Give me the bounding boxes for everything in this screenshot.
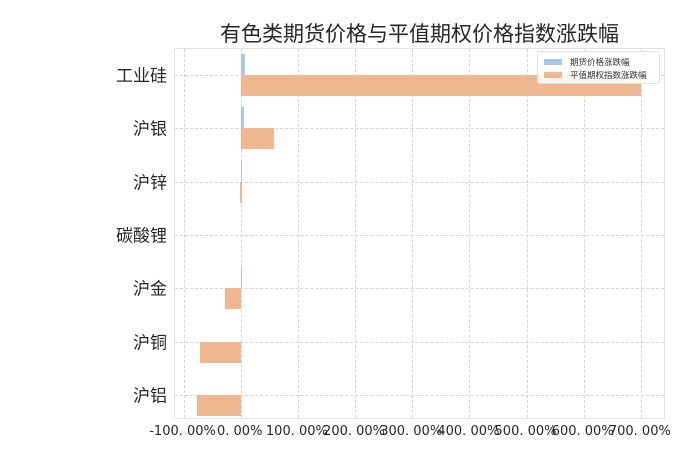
option-bar (224, 288, 241, 310)
legend-label-options: 平值期权指数涨跌幅 (570, 71, 647, 81)
legend-item-options: 平值期权指数涨跌幅 (544, 69, 647, 81)
y-tick-label: 沪铝 (133, 386, 167, 407)
legend: 期货价格涨跌幅 平值期权指数涨跌幅 (537, 51, 660, 84)
vertical-gridline (183, 49, 185, 418)
y-tick-label: 碳酸锂 (116, 226, 167, 247)
futures-bar (240, 160, 243, 182)
vertical-gridline (469, 49, 471, 418)
option-bar (197, 394, 241, 416)
option-bar (240, 181, 242, 203)
futures-bar (240, 267, 243, 289)
vertical-gridline (355, 49, 357, 418)
x-tick-label: 500. 00% (494, 424, 557, 439)
x-tick-label: 0. 00% (217, 424, 263, 439)
vertical-gridline (583, 49, 585, 418)
horizontal-gridline (175, 341, 664, 343)
option-bar (240, 128, 274, 150)
vertical-gridline (526, 49, 528, 418)
vertical-gridline (412, 49, 414, 418)
horizontal-gridline (175, 128, 664, 130)
horizontal-gridline (175, 288, 664, 290)
x-tick-label: 300. 00% (380, 424, 443, 439)
option-bar (199, 341, 241, 363)
horizontal-gridline (175, 234, 664, 236)
vertical-gridline (240, 49, 242, 418)
x-tick-label: 700. 00% (608, 424, 671, 439)
futures-bar (240, 54, 246, 75)
horizontal-gridline (175, 394, 664, 396)
y-tick-label: 沪银 (133, 119, 167, 140)
legend-swatch-futures (544, 59, 562, 65)
legend-swatch-options (544, 72, 562, 78)
y-tick-label: 沪锌 (133, 173, 167, 194)
plot-area (174, 48, 665, 419)
vertical-gridline (297, 49, 299, 418)
legend-item-futures: 期货价格涨跌幅 (544, 56, 630, 68)
y-tick-label: 沪金 (133, 279, 167, 300)
x-tick-label: 600. 00% (551, 424, 614, 439)
horizontal-gridline (175, 181, 664, 183)
x-tick-label: 400. 00% (437, 424, 500, 439)
chart-title: 有色类期货价格与平值期权价格指数涨跌幅 (220, 22, 619, 46)
y-tick-label: 沪铜 (133, 333, 167, 353)
x-tick-label: -100. 00% (149, 424, 216, 439)
x-tick-label: 100. 00% (265, 424, 328, 439)
y-tick-label: 工业硅 (116, 66, 167, 87)
legend-label-futures: 期货价格涨跌幅 (570, 58, 630, 68)
x-tick-label: 200. 00% (323, 424, 386, 439)
vertical-gridline (640, 49, 642, 418)
futures-bar (240, 107, 244, 129)
